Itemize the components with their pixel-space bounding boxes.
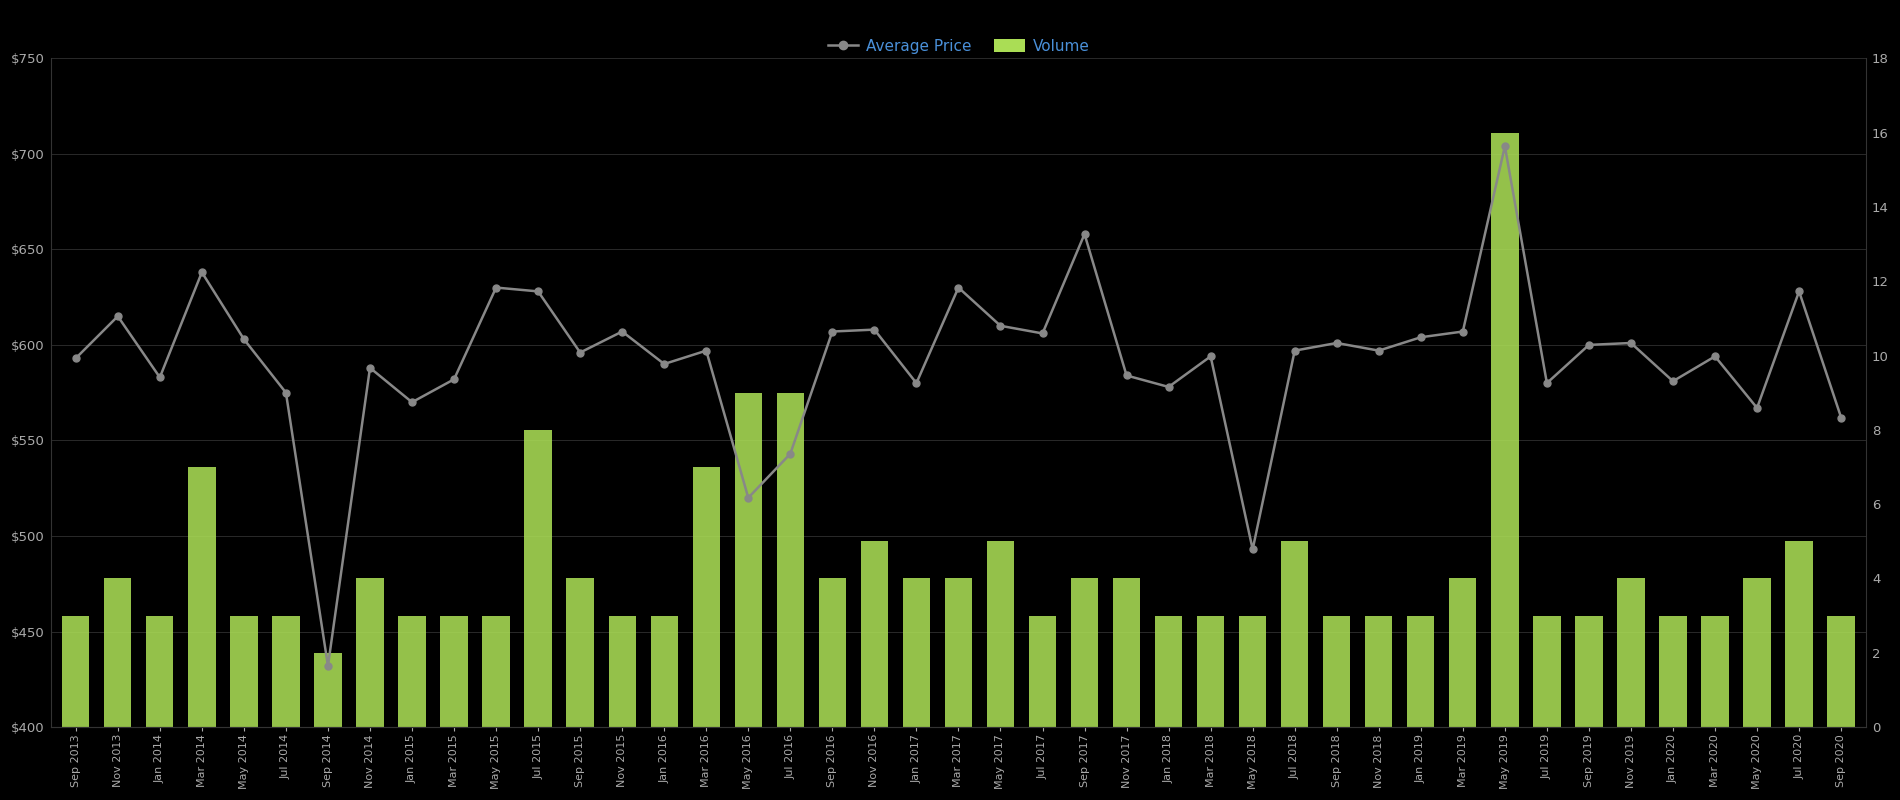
Bar bbox=[1408, 616, 1434, 727]
Bar bbox=[735, 393, 762, 727]
Bar bbox=[819, 578, 846, 727]
Bar bbox=[1700, 616, 1729, 727]
Bar bbox=[63, 616, 89, 727]
Bar bbox=[230, 616, 258, 727]
Bar bbox=[146, 616, 173, 727]
Bar bbox=[524, 430, 551, 727]
Bar bbox=[1828, 616, 1854, 727]
Bar bbox=[1744, 578, 1771, 727]
Bar bbox=[1492, 133, 1518, 727]
Bar bbox=[1533, 616, 1560, 727]
Bar bbox=[1028, 616, 1056, 727]
Bar bbox=[944, 578, 973, 727]
Bar bbox=[1197, 616, 1224, 727]
Bar bbox=[694, 467, 720, 727]
Bar bbox=[1281, 542, 1309, 727]
Bar bbox=[441, 616, 467, 727]
Bar bbox=[608, 616, 636, 727]
Bar bbox=[1659, 616, 1687, 727]
Bar bbox=[1072, 578, 1098, 727]
Bar bbox=[272, 616, 300, 727]
Bar bbox=[104, 578, 131, 727]
Bar bbox=[861, 542, 887, 727]
Legend: Average Price, Volume: Average Price, Volume bbox=[821, 33, 1096, 60]
Bar bbox=[986, 542, 1015, 727]
Bar bbox=[1322, 616, 1351, 727]
Bar bbox=[1239, 616, 1265, 727]
Bar bbox=[777, 393, 804, 727]
Bar bbox=[650, 616, 678, 727]
Bar bbox=[1786, 542, 1813, 727]
Bar bbox=[1113, 578, 1140, 727]
Bar bbox=[357, 578, 384, 727]
Bar bbox=[399, 616, 426, 727]
Bar bbox=[902, 578, 931, 727]
Bar bbox=[1617, 578, 1645, 727]
Bar bbox=[188, 467, 215, 727]
Bar bbox=[1364, 616, 1393, 727]
Bar bbox=[566, 578, 595, 727]
Bar bbox=[314, 653, 342, 727]
Bar bbox=[1155, 616, 1182, 727]
Bar bbox=[483, 616, 509, 727]
Bar bbox=[1575, 616, 1602, 727]
Bar bbox=[1450, 578, 1476, 727]
